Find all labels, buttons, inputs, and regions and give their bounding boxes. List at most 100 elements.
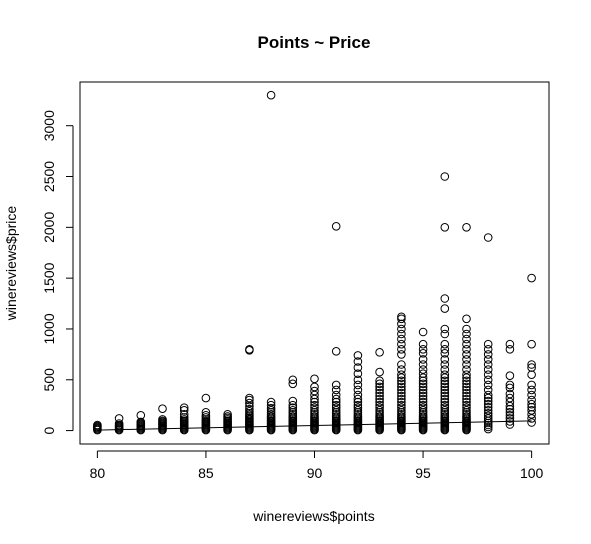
data-point: [462, 379, 471, 389]
data-point: [462, 391, 471, 401]
data-point: [483, 370, 493, 380]
data-point: [505, 408, 515, 417]
data-point: [505, 339, 515, 349]
data-point: [418, 382, 428, 392]
data-point: [201, 408, 211, 417]
data-point: [397, 382, 406, 392]
data-point: [245, 398, 254, 408]
plot-frame: [79, 81, 550, 445]
data-point: [353, 406, 363, 415]
data-point: [418, 365, 428, 374]
x-axis: 80 85 90 95 100: [90, 450, 544, 481]
chart-title: Points ~ Price: [258, 33, 371, 52]
data-point: [440, 412, 450, 421]
data-point: [201, 413, 211, 422]
x-axis-label: winereviews$points: [252, 508, 374, 524]
data-point: [527, 380, 536, 390]
data-point: [288, 396, 298, 406]
data-point: [462, 373, 471, 383]
data-point: [527, 410, 536, 419]
data-point: [288, 412, 298, 421]
data-point: [310, 394, 319, 404]
x-tick-label: 85: [198, 465, 214, 481]
data-point: [353, 357, 363, 366]
data-point: [462, 403, 471, 413]
data-point: [266, 403, 276, 413]
data-point: [266, 90, 276, 100]
data-point: [418, 360, 428, 369]
data-point: [483, 411, 493, 421]
x-tick-label: 95: [415, 465, 431, 481]
data-point: [418, 412, 428, 421]
data-point: [440, 373, 450, 383]
data-point: [505, 397, 515, 407]
data-point: [397, 391, 406, 401]
fit-line: [97, 420, 532, 431]
data-point: [266, 397, 276, 407]
data-point: [136, 417, 146, 427]
data-point: [114, 419, 124, 428]
data-point: [397, 339, 406, 349]
data-point: [288, 403, 298, 413]
data-point: [483, 375, 493, 385]
data-point: [483, 393, 493, 403]
data-point: [440, 360, 450, 369]
data-point: [527, 385, 536, 395]
data-point: [440, 382, 450, 392]
data-point: [505, 383, 515, 393]
data-point: [397, 385, 406, 395]
data-point: [397, 394, 406, 404]
data-point: [418, 379, 428, 389]
data-point: [527, 418, 536, 427]
data-point: [245, 393, 254, 403]
data-point: [397, 373, 406, 383]
data-point: [397, 412, 406, 421]
data-point: [462, 329, 471, 339]
data-point: [462, 360, 471, 369]
data-point: [483, 402, 493, 412]
data-point: [505, 345, 515, 354]
data-point: [440, 345, 450, 354]
data-point: [440, 400, 450, 410]
data-point: [418, 355, 428, 364]
data-point: [462, 388, 471, 398]
data-point: [527, 370, 536, 380]
y-tick-label: 1500: [41, 262, 57, 293]
data-point: [93, 420, 102, 430]
data-point: [353, 380, 363, 390]
data-point: [418, 406, 428, 415]
data-point: [288, 406, 298, 415]
data-point: [397, 403, 406, 413]
data-point: [483, 396, 493, 406]
x-tick-label: 100: [520, 465, 544, 481]
data-point: [288, 379, 298, 389]
data-point: [331, 400, 341, 410]
data-point: [418, 369, 428, 379]
data-point: [440, 172, 450, 181]
y-tick-label: 0: [41, 426, 57, 434]
data-points: [93, 90, 536, 435]
data-point: [440, 324, 450, 334]
data-point: [418, 373, 428, 383]
data-point: [353, 385, 363, 395]
data-point: [483, 360, 493, 369]
data-point: [331, 394, 341, 404]
data-point: [418, 400, 428, 410]
data-point: [353, 403, 363, 413]
y-tick-label: 3000: [41, 110, 57, 141]
data-point: [418, 349, 428, 358]
y-tick-label: 2500: [41, 161, 57, 192]
data-point: [440, 379, 450, 389]
y-tick-label: 500: [41, 368, 57, 392]
data-point: [440, 385, 450, 395]
data-point: [462, 382, 471, 392]
data-point: [353, 390, 363, 400]
data-point: [353, 369, 363, 379]
data-point: [483, 355, 493, 364]
data-point: [483, 390, 493, 400]
data-point: [310, 390, 319, 400]
data-point: [505, 401, 515, 411]
data-point: [375, 406, 384, 415]
data-point: [483, 424, 493, 434]
data-point: [483, 399, 493, 409]
